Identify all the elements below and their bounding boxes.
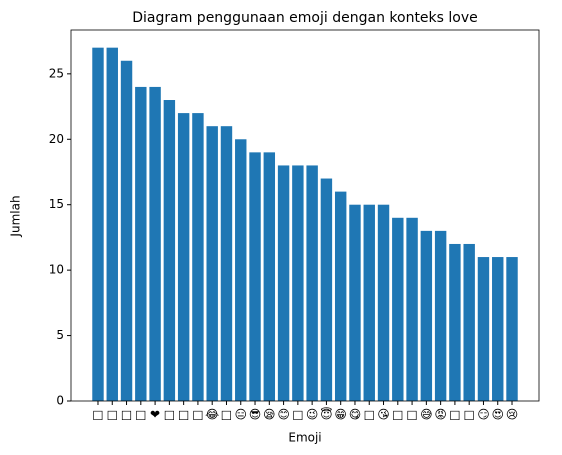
y-tick-label: 25: [49, 66, 64, 80]
bar: [377, 204, 390, 401]
x-tick-label: 😇: [320, 407, 333, 422]
x-tick-label: □: [92, 408, 103, 422]
x-tick-label: 😊: [277, 408, 290, 422]
y-tick-label: 0: [56, 394, 64, 408]
y-tick-label: 15: [49, 197, 64, 211]
x-tick-label: □: [192, 408, 203, 422]
y-tick-label: 10: [49, 263, 64, 277]
x-tick-label: □: [164, 408, 175, 422]
x-tick-label: 😍: [491, 408, 504, 422]
bar: [220, 126, 233, 402]
bar: [120, 60, 133, 402]
x-tick-label: 😂: [205, 408, 219, 422]
x-tick-label: 😎: [249, 408, 262, 422]
chart-title: Diagram penggunaan emoji dengan konteks …: [132, 10, 478, 26]
y-tick-label: 20: [49, 132, 64, 146]
bar: [449, 243, 461, 401]
bar: [163, 100, 176, 402]
x-tick-label: □: [292, 408, 303, 422]
x-tick-label: 😅: [420, 408, 433, 422]
bar: [135, 86, 147, 401]
bar: [420, 230, 433, 401]
bar: [192, 113, 204, 402]
x-tick-label: 😑: [234, 408, 247, 422]
bar: [506, 257, 518, 401]
bar: [263, 152, 276, 401]
x-tick-label: □: [392, 408, 403, 422]
x-tick-label: 😘: [377, 408, 390, 422]
x-tick-label: □: [107, 408, 118, 422]
bar: [334, 191, 347, 401]
bar: [320, 178, 333, 401]
bar: [477, 257, 490, 401]
x-tick-label: ❤: [150, 408, 160, 422]
x-tick-label: □: [135, 408, 146, 422]
x-tick-label: □: [449, 408, 460, 422]
x-tick-label: □: [364, 408, 375, 422]
x-tick-label: 😉: [306, 408, 319, 422]
bar: [92, 47, 104, 402]
x-tick-label: □: [406, 408, 417, 422]
x-tick-label: 😪: [263, 408, 276, 422]
bar: [463, 243, 475, 401]
bar: [406, 217, 418, 401]
x-tick-label: 😋: [349, 408, 362, 422]
y-axis-label: Jumlah: [9, 195, 23, 237]
bar: [392, 217, 404, 401]
bar: [235, 139, 247, 401]
bar: [306, 165, 318, 401]
x-tick-label: 😏: [477, 408, 490, 422]
x-tick-label: □: [221, 408, 232, 422]
bar: [149, 86, 161, 401]
bar: [363, 204, 375, 401]
bar: [349, 204, 361, 401]
x-tick-label: □: [121, 408, 132, 422]
bar: [492, 257, 504, 401]
x-axis-label: Emoji: [288, 431, 321, 445]
y-tick-label: 5: [56, 328, 64, 342]
bar: [249, 152, 261, 401]
bar: [106, 47, 118, 402]
bar: [434, 230, 447, 401]
bar: [277, 165, 290, 401]
x-tick-label: 😢: [506, 408, 519, 422]
bar: [292, 165, 304, 401]
x-tick-label: 😁: [334, 408, 347, 422]
plot-frame: [70, 29, 540, 402]
x-tick-label: 😡: [434, 408, 447, 422]
x-tick-label: □: [464, 408, 475, 422]
x-tick-label: □: [178, 408, 189, 422]
bar: [206, 126, 218, 402]
bar: [177, 113, 190, 402]
